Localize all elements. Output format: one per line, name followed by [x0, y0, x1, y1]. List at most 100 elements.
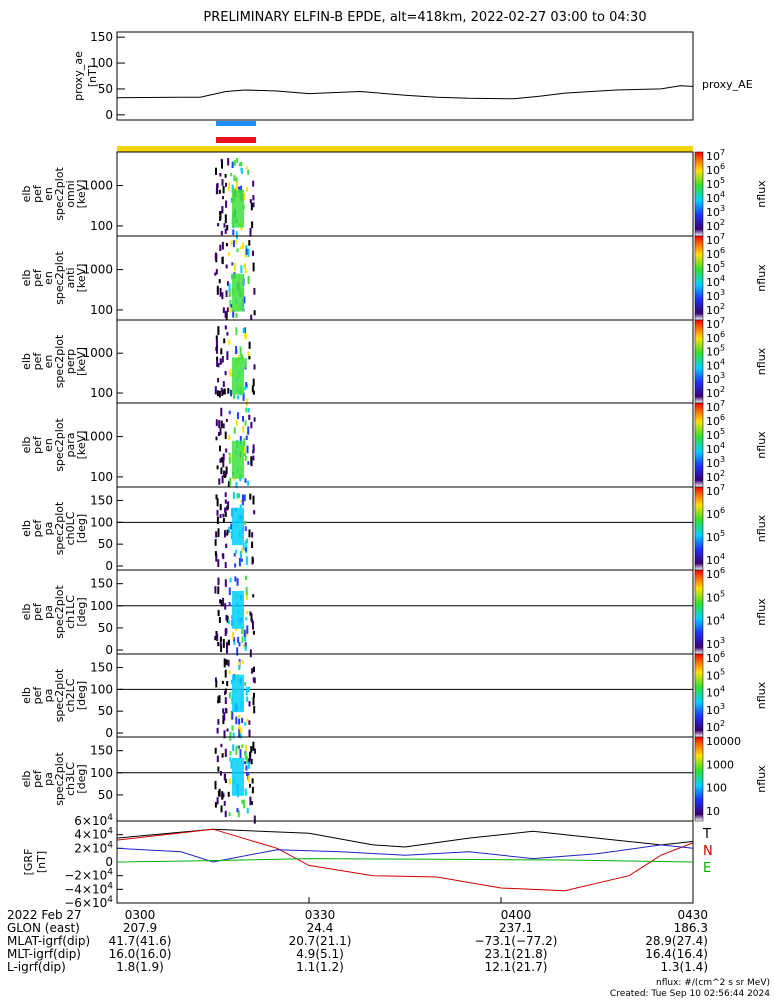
tick-label: 106 [706, 330, 725, 345]
spec-pixel [252, 378, 255, 387]
spec-pixel [224, 697, 227, 704]
spec-pixel [252, 180, 255, 187]
spec-ylabel-part: pef [31, 352, 44, 371]
spec-pixel [252, 747, 255, 751]
spec-pixel [241, 547, 244, 554]
spec-pixel [253, 417, 256, 422]
spec-pixel [243, 629, 246, 637]
spec-pixel [245, 248, 248, 255]
spec-pixel [242, 415, 244, 422]
spec-pixel [248, 775, 250, 783]
spec-pixel [242, 392, 245, 401]
spec-pixel [224, 310, 227, 318]
spec-pixel [233, 262, 236, 272]
tick-label: −4×104 [64, 881, 113, 896]
spec-ylabel-part: spec2plot [53, 251, 66, 305]
spec-pixel [224, 214, 227, 224]
spec-pixel [217, 719, 220, 725]
spec-ylabel-part: pa [42, 689, 55, 703]
spec-ylabel-part: [keV] [75, 264, 88, 293]
spec-pixel [240, 161, 243, 167]
spec-ylabel-part: pa [42, 522, 55, 536]
spec-ylabel-part: [deg] [75, 681, 88, 710]
spec-ylabel-part: [deg] [75, 597, 88, 626]
spec-pixel [223, 773, 226, 781]
spec-pixel [214, 539, 217, 546]
spec-ylabel-part: spec2plot [53, 585, 66, 639]
spec-pixel [221, 680, 224, 684]
spec-pixel [235, 313, 238, 318]
spec-pixel [225, 290, 228, 297]
spec-pixel [238, 493, 240, 498]
spec-pixel [253, 692, 255, 698]
spec-pixel [235, 745, 238, 755]
spec-ytick-label: 100 [90, 303, 113, 317]
spec-frame [116, 736, 694, 822]
spec-pixel [241, 626, 244, 635]
spec-pixel [227, 501, 230, 510]
spec-pixel [250, 314, 253, 321]
spec-pixel [225, 448, 228, 453]
spec-pixel [224, 748, 227, 757]
spec-pixel [232, 229, 235, 235]
spec-pixel [247, 248, 250, 257]
spec-pixel [250, 456, 253, 466]
axis-row-value: 1.8(1.9) [116, 960, 164, 974]
axis-row-label: L-igrf(dip) [7, 960, 66, 974]
spec-pixel [216, 465, 219, 470]
tick-label: 107 [706, 483, 725, 498]
spec-pixel [228, 288, 231, 297]
spec-pixel [224, 688, 227, 694]
spec-pixel [233, 394, 235, 399]
spec-pixel [227, 158, 230, 166]
spec-pixel [220, 158, 223, 162]
spec-pixel [246, 807, 249, 814]
spec-pixel [245, 407, 248, 413]
spec-ylabel-part: en [42, 187, 55, 201]
spec-pixel [216, 184, 219, 193]
tick-label: 103 [706, 455, 725, 470]
spec-pixel [252, 262, 255, 272]
axis-row-value: −73.1(−77.2) [475, 934, 558, 948]
axis-row-value: 28.9(27.4) [645, 934, 708, 948]
tick-label: 104 [706, 274, 725, 289]
spec-pixel [230, 303, 233, 308]
spec-pixel [233, 427, 236, 434]
spec-pixel [238, 729, 241, 738]
spec-pixel [228, 339, 231, 345]
colorbar [694, 569, 704, 655]
spec-pixel [250, 613, 253, 622]
spec-pixel [233, 160, 236, 166]
spec-pixel [219, 244, 222, 251]
spec-pixel [224, 492, 227, 497]
spec-pixel [249, 649, 252, 658]
spec-pixel [224, 431, 227, 439]
spec-pixel [238, 718, 241, 725]
axis-row-value: 16.0(16.0) [109, 947, 172, 961]
spec-pixel [214, 386, 217, 395]
spec-pixel [252, 495, 255, 505]
spec-pixel [215, 338, 218, 347]
spec-pixel [252, 630, 255, 635]
spec-pixel [234, 563, 237, 568]
spec-pixel [235, 716, 238, 725]
spec-pixel [244, 635, 247, 642]
colorbar-label: nflux [755, 514, 768, 542]
spec-pixel [226, 351, 229, 360]
spec-pixel [247, 761, 250, 769]
spec-pixel [240, 265, 243, 274]
spec-ylabel-part: [keV] [75, 431, 88, 460]
spec-ytick-label: 100 [90, 386, 113, 400]
spec-pixel [245, 245, 248, 250]
spec-pixel [233, 175, 236, 182]
spec-pixel [249, 228, 252, 237]
spec-pixel [252, 741, 255, 748]
spec-pixel [222, 517, 225, 523]
spec-pixel [244, 761, 247, 765]
spec-ylabel-part: spec2plot [53, 501, 66, 555]
spec-pixel [249, 493, 252, 500]
spec-pixel [214, 677, 217, 682]
spec-pixel [248, 341, 251, 349]
colorbar [694, 235, 704, 321]
